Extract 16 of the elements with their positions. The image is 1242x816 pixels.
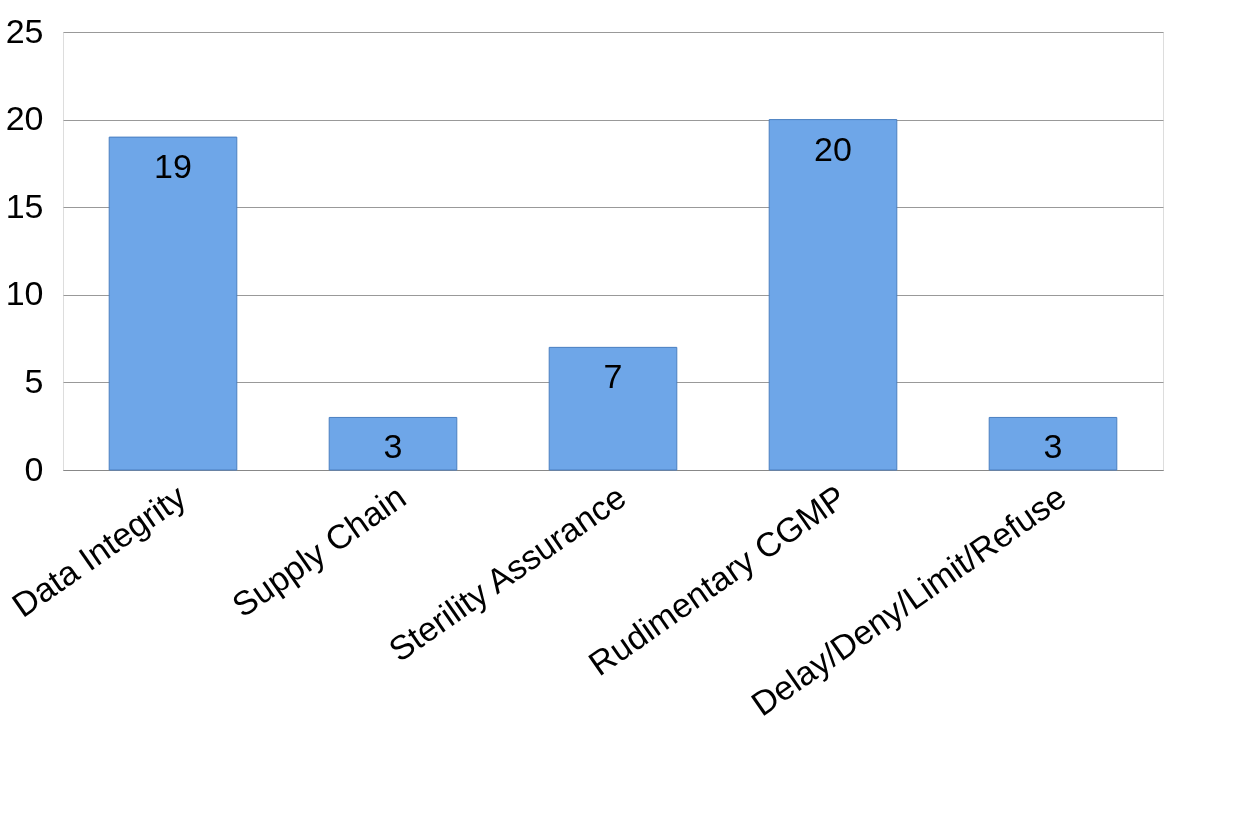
y-tick-label: 20 (5, 99, 44, 138)
y-tick-label: 5 (24, 361, 44, 400)
bar (328, 416, 458, 471)
y-tick-label: 15 (5, 186, 44, 225)
data-label: 7 (603, 357, 623, 396)
data-label: 3 (1043, 427, 1063, 466)
bar (548, 346, 678, 471)
bar (108, 136, 238, 471)
data-label: 3 (383, 427, 403, 466)
y-tick-label: 25 (5, 11, 44, 50)
data-label: 20 (814, 129, 852, 168)
data-label: 19 (154, 147, 192, 186)
y-tick-label: 0 (24, 449, 44, 488)
bar (988, 416, 1118, 471)
y-tick-label: 10 (5, 274, 44, 313)
bar (768, 119, 898, 471)
